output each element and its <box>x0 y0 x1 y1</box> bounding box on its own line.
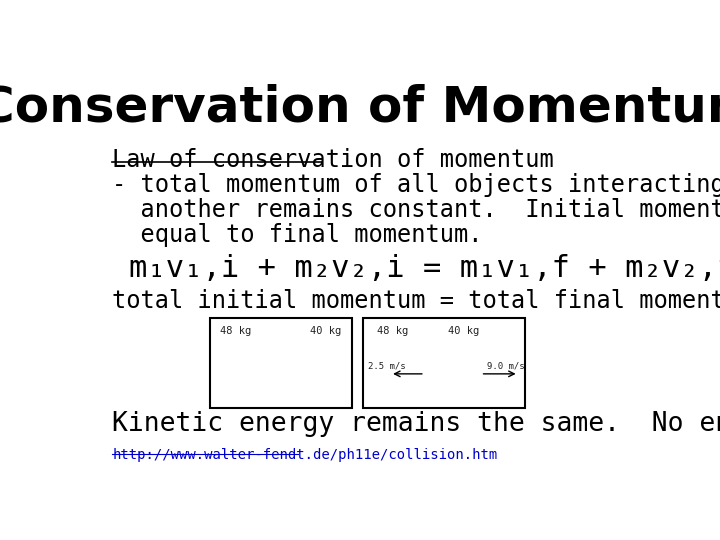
Text: equal to final momentum.: equal to final momentum. <box>112 223 483 247</box>
Text: 2.5 m/s: 2.5 m/s <box>368 362 405 370</box>
Text: m₁v₁,i + m₂v₂,i = m₁v₁,f + m₂v₂,f: m₁v₁,i + m₂v₂,i = m₁v₁,f + m₂v₂,f <box>129 254 720 283</box>
Text: http://www.walter-fendt.de/ph11e/collision.htm: http://www.walter-fendt.de/ph11e/collisi… <box>112 448 498 462</box>
Text: Law of conservation of momentum: Law of conservation of momentum <box>112 148 554 172</box>
Text: 9.0 m/s: 9.0 m/s <box>487 362 525 370</box>
Text: 40 kg: 40 kg <box>310 326 342 336</box>
Text: Kinetic energy remains the same.  No energy is lost.: Kinetic energy remains the same. No ener… <box>112 411 720 437</box>
Text: total initial momentum = total final momentum: total initial momentum = total final mom… <box>112 289 720 313</box>
Text: - total momentum of all objects interacting with one: - total momentum of all objects interact… <box>112 173 720 197</box>
Bar <box>210 319 352 408</box>
Text: another remains constant.  Initial momentum is: another remains constant. Initial moment… <box>112 198 720 222</box>
Bar <box>364 319 526 408</box>
Text: 40 kg: 40 kg <box>448 326 479 336</box>
Text: 48 kg: 48 kg <box>220 326 251 336</box>
Text: Conservation of Momentum: Conservation of Momentum <box>0 84 720 132</box>
Text: 48 kg: 48 kg <box>377 326 409 336</box>
